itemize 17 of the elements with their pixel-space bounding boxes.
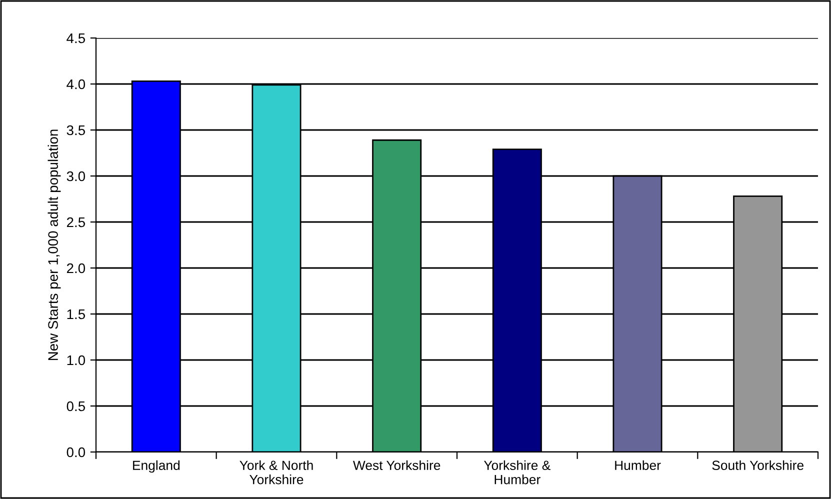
y-tick-label: 1.0 bbox=[67, 355, 86, 366]
y-tick-label: 4.5 bbox=[66, 33, 86, 44]
y-tick-label: 3.0 bbox=[66, 171, 86, 182]
x-tick-label: Humber bbox=[615, 460, 661, 470]
x-tick-label: York & North Yorkshire bbox=[240, 460, 313, 484]
y-tick-label: 0.0 bbox=[66, 447, 86, 458]
y-tick-label: 4.0 bbox=[66, 79, 86, 90]
y-axis-title: New Starts per 1,000 adult population bbox=[48, 130, 61, 360]
x-tick-label: West Yorkshire bbox=[353, 460, 440, 470]
y-tick-label: 2.0 bbox=[66, 263, 86, 274]
x-tick-label: South Yorkshire bbox=[712, 460, 804, 470]
y-tick-label: 1.5 bbox=[67, 309, 86, 320]
y-tick-label: 2.5 bbox=[66, 217, 86, 228]
y-tick-label: 0.5 bbox=[66, 401, 86, 412]
y-tick-label: 3.5 bbox=[66, 125, 86, 136]
x-tick-label: England bbox=[133, 460, 180, 473]
x-tick-label: Yorkshire & Humber bbox=[484, 460, 550, 484]
